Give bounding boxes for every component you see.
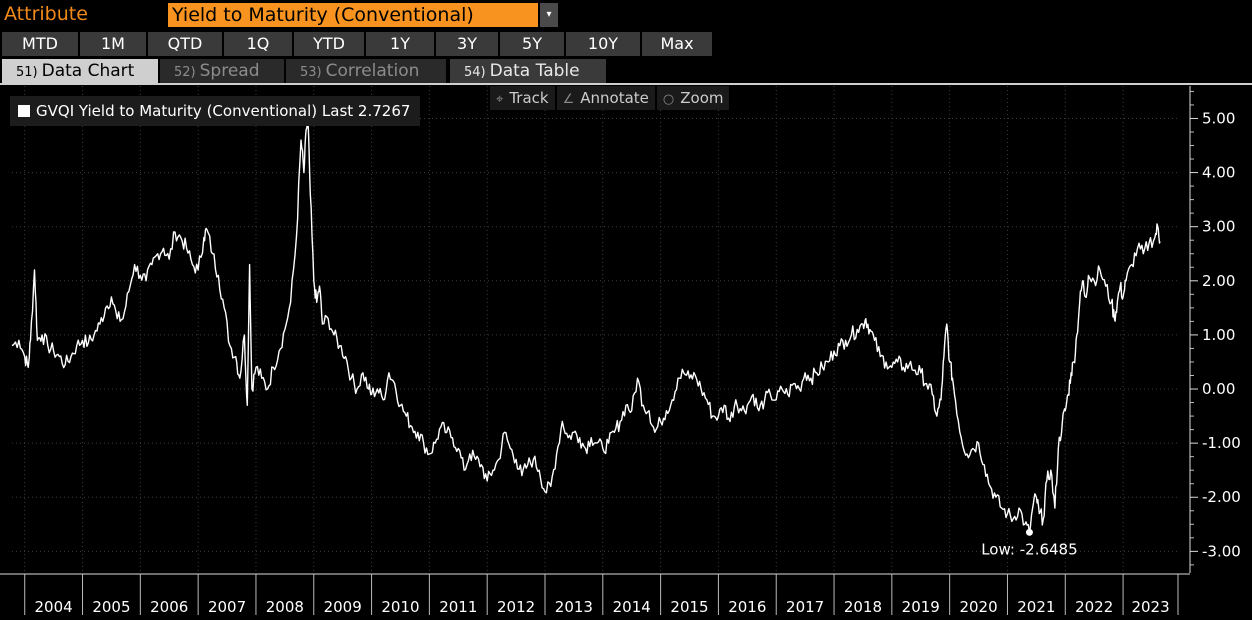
x-tick-label: 2007: [208, 598, 246, 616]
x-tick-label: 2005: [92, 598, 130, 616]
range-button-max[interactable]: Max: [642, 32, 712, 56]
tab-number: 52): [174, 65, 196, 80]
range-button-1y[interactable]: 1Y: [366, 32, 434, 56]
range-button-1m[interactable]: 1M: [80, 32, 146, 56]
annotate-label: Annotate: [580, 89, 649, 107]
y-tick-label: -3.00: [1202, 542, 1241, 560]
tab-correlation[interactable]: 53) Correlation: [286, 59, 446, 83]
tab-spread[interactable]: 52) Spread: [160, 59, 284, 83]
tab-label: Spread: [199, 61, 260, 81]
x-tick-label: 2021: [1017, 598, 1055, 616]
chevron-down-icon[interactable]: ▾: [540, 3, 558, 27]
crosshair-icon: ⌖: [496, 92, 504, 107]
tab-underline: [0, 83, 1252, 85]
x-tick-label: 2019: [902, 598, 940, 616]
y-tick-label: 1.00: [1202, 326, 1235, 344]
zoom-button[interactable]: ○ Zoom: [656, 86, 730, 110]
x-tick-label: 2014: [613, 598, 651, 616]
tab-label: Data Table: [489, 61, 580, 81]
y-tick-label: 4.00: [1202, 164, 1235, 182]
range-button-10y[interactable]: 10Y: [566, 32, 640, 56]
y-tick-label: -2.00: [1202, 488, 1241, 506]
pencil-icon: ∠: [562, 92, 575, 107]
attribute-select[interactable]: Yield to Maturity (Conventional): [168, 3, 538, 27]
legend-swatch: [18, 105, 30, 117]
legend-text: GVQI Yield to Maturity (Conventional) La…: [36, 102, 411, 120]
x-tick-label: 2011: [439, 598, 477, 616]
y-tick-label: 3.00: [1202, 218, 1235, 236]
annotation-point: [1025, 528, 1033, 536]
range-button-3y[interactable]: 3Y: [436, 32, 498, 56]
x-tick-label: 2004: [35, 598, 73, 616]
range-button-qtd[interactable]: QTD: [148, 32, 222, 56]
track-label: Track: [509, 89, 549, 107]
tab-label: Data Chart: [41, 61, 135, 81]
chart-annotations: HighLow: -2.6485: [293, 104, 1078, 558]
annotate-button[interactable]: ∠ Annotate: [556, 86, 655, 110]
magnifier-icon: ○: [662, 92, 675, 107]
range-button-mtd[interactable]: MTD: [2, 32, 78, 56]
tab-number: 51): [16, 65, 38, 80]
chart-axes: 5.00 4.00 3.00 2.00 1.00 0.00 -1.00 -2.00 -3.00 2…: [0, 86, 1241, 616]
range-button-ytd[interactable]: YTD: [294, 32, 364, 56]
y-tick-label: 0.00: [1202, 380, 1235, 398]
y-tick-label: 5.00: [1202, 109, 1235, 127]
tab-data-table[interactable]: 54) Data Table: [450, 59, 606, 83]
x-tick-label: 2023: [1131, 598, 1169, 616]
tab-number: 53): [300, 65, 322, 80]
x-tick-label: 2018: [844, 598, 882, 616]
x-tick-label: 2009: [324, 598, 362, 616]
tab-label: Correlation: [325, 61, 420, 81]
y-tick-label: 2.00: [1202, 272, 1235, 290]
track-button[interactable]: ⌖ Track: [490, 86, 555, 110]
chart-toolbar: ⌖ Track ∠ Annotate ○ Zoom: [490, 86, 731, 110]
annotation-label: Low: -2.6485: [981, 540, 1077, 558]
range-bar: MTD 1M QTD 1Q YTD 1Y 3Y 5Y 10Y Max: [2, 32, 714, 56]
x-tick-label: 2016: [728, 598, 766, 616]
tab-data-chart[interactable]: 51) Data Chart: [2, 59, 158, 83]
legend: GVQI Yield to Maturity (Conventional) La…: [10, 96, 420, 126]
x-tick-label: 2013: [555, 598, 593, 616]
x-tick-label: 2015: [670, 598, 708, 616]
chart-grid: [12, 86, 1178, 573]
chart-series: [11, 119, 1161, 533]
x-tick-label: 2017: [786, 598, 824, 616]
series-line: [11, 119, 1161, 533]
y-tick-label: -1.00: [1202, 434, 1241, 452]
x-tick-label: 2012: [497, 598, 535, 616]
range-button-1q[interactable]: 1Q: [224, 32, 292, 56]
x-tick-label: 2020: [959, 598, 997, 616]
x-tick-label: 2006: [150, 598, 188, 616]
x-tick-label: 2010: [381, 598, 419, 616]
x-tick-label: 2022: [1075, 598, 1113, 616]
tab-number: 54): [464, 65, 486, 80]
zoom-label: Zoom: [680, 89, 724, 107]
attribute-label: Attribute: [4, 3, 88, 25]
x-tick-label: 2008: [266, 598, 304, 616]
range-button-5y[interactable]: 5Y: [500, 32, 564, 56]
